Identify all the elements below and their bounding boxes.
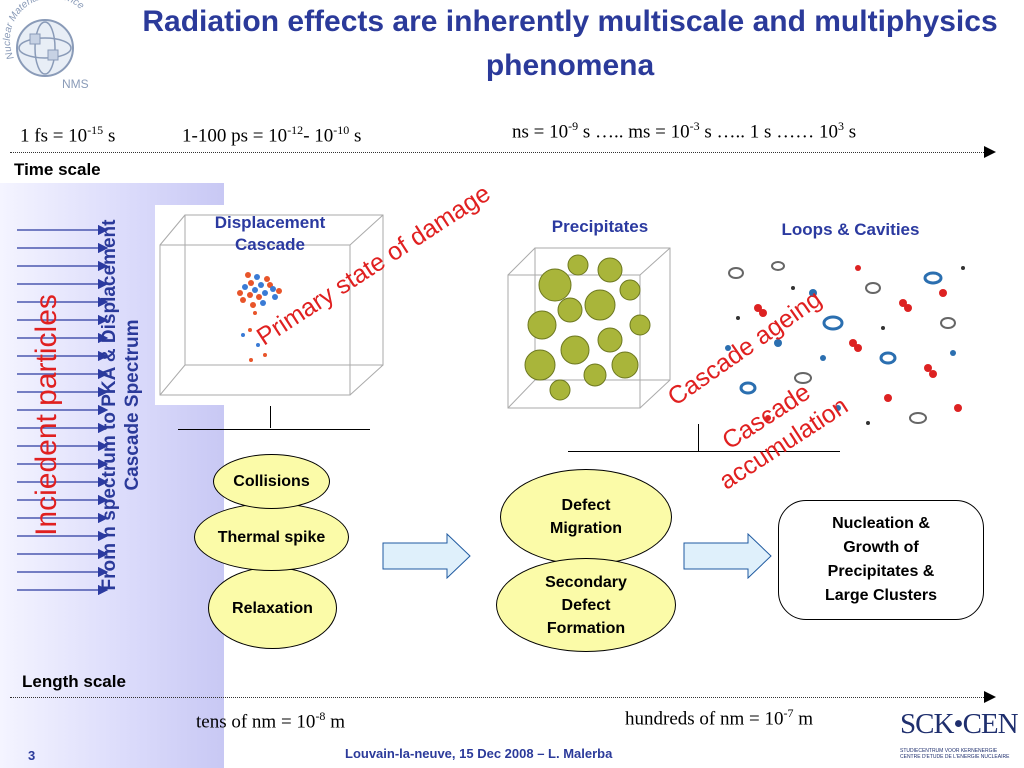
cascade-bracket-bar: [178, 429, 370, 430]
thermal-spike-ellipse: Thermal spike: [194, 503, 349, 571]
precipitates-cube: [507, 247, 671, 409]
length-hundreds: hundreds of nm = 10-7 m: [625, 706, 814, 730]
cascade-atoms: [237, 272, 282, 362]
slide-title: Radiation effects are inherently multisc…: [142, 5, 998, 82]
time-axis-line: [10, 152, 988, 153]
precipitate-clusters: [524, 254, 651, 401]
cascade-bracket-stem: [270, 406, 271, 428]
nucleation-box: Nucleation & Growth of Precipitates & La…: [778, 500, 984, 620]
spectrum-label: From n spectrum to PKA & Displacement Ca…: [99, 219, 143, 591]
time-ps: 1-100 ps = 10-12- 10-10 s: [182, 123, 362, 147]
sck-cen-logo: SCK•CEN STUDIECENTRUM VOOR KERNENERGIE C…: [900, 708, 1019, 760]
length-tens: tens of nm = 10-8 m: [196, 709, 345, 733]
length-scale-label: Length scale: [22, 672, 126, 691]
precipitates-label: Precipitates: [551, 217, 649, 236]
time-scale-label: Time scale: [14, 160, 101, 179]
time-axis-arrowhead: [984, 146, 996, 158]
length-axis-line: [10, 697, 988, 698]
defect-migration-ellipse: Defect Migration: [500, 469, 672, 565]
arrow-stage2-to-3: [683, 533, 772, 579]
nms-logo: Nuclear Materials Science NMS: [2, 0, 89, 91]
nms-abbr: NMS: [62, 77, 89, 91]
arrow-stage1-to-2: [382, 533, 471, 579]
time-ns: ns = 10-9 s ….. ms = 10-3 s ….. 1 s …… 1…: [512, 119, 857, 143]
loops-cavities-image: [725, 261, 965, 425]
ageing-bracket-bar: [568, 451, 840, 452]
ageing-bracket-stem: [698, 424, 699, 452]
page-number: 3: [28, 748, 36, 763]
footer-credit: Louvain-la-neuve, 15 Dec 2008 – L. Maler…: [345, 746, 613, 761]
collisions-ellipse: Collisions: [213, 454, 330, 509]
time-fs: 1 fs = 10-15 s: [20, 123, 116, 147]
cluster-defects: [725, 265, 965, 425]
loops-cavities-label: Loops & Cavities: [781, 220, 920, 239]
length-axis-arrowhead: [984, 691, 996, 703]
relaxation-ellipse: Relaxation: [208, 567, 337, 649]
secondary-defect-ellipse: Secondary Defect Formation: [496, 558, 676, 652]
incident-particles-label: Inciedent particles: [30, 294, 63, 536]
displacement-cascade-cube: [155, 205, 385, 405]
loop-defects: [728, 261, 956, 424]
displacement-cascade-label: Displacement Cascade: [214, 213, 326, 254]
incident-arrows: [17, 225, 109, 596]
